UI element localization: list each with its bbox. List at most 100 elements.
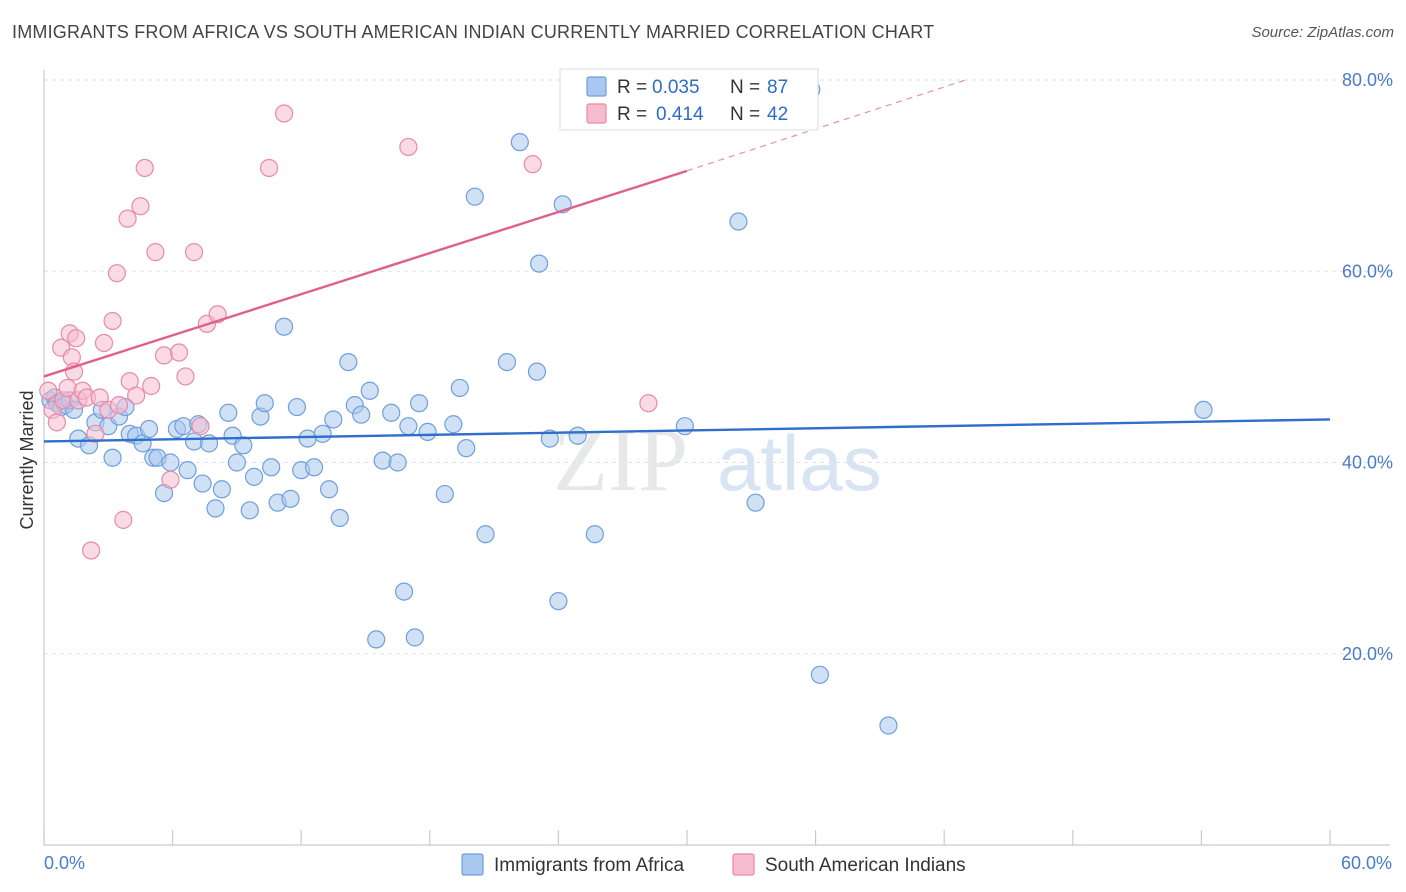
africa-point-65 xyxy=(435,484,454,504)
sai-point-2 xyxy=(47,413,66,432)
africa-point-71 xyxy=(497,352,517,372)
sai-point-30 xyxy=(161,470,180,489)
legend-r-value-2: 0.414 xyxy=(656,104,704,125)
trend-lines xyxy=(43,79,1331,443)
sai-point-21 xyxy=(114,510,133,529)
africa-point-75 xyxy=(540,429,559,448)
africa-point-62 xyxy=(405,628,424,647)
legend-n-label-2: N = xyxy=(730,104,760,125)
legend-box: R = 0.035 N = 87 R = 0.414 N = 42 xyxy=(559,68,819,131)
sai-point-39 xyxy=(399,137,418,157)
africa-point-76 xyxy=(549,592,568,611)
africa-point-49 xyxy=(319,480,339,499)
sai-point-19 xyxy=(107,264,126,283)
africa-point-66 xyxy=(444,415,463,434)
africa-point-59 xyxy=(388,453,407,472)
africa-point-73 xyxy=(527,362,547,381)
trend-line-africa xyxy=(43,418,1331,443)
legend-n-label-1: N = xyxy=(730,77,760,98)
africa-point-85 xyxy=(879,716,898,735)
x-tick-label-min: 0.0% xyxy=(44,853,85,873)
sai-point-28 xyxy=(146,243,165,262)
africa-point-36 xyxy=(240,501,259,520)
africa-point-81 xyxy=(729,212,748,231)
bottom-legend-swatch-blue xyxy=(461,853,484,876)
legend-swatch-pink xyxy=(586,103,607,124)
africa-point-64 xyxy=(418,422,437,441)
africa-point-86 xyxy=(1194,400,1213,420)
africa-point-58 xyxy=(382,403,401,422)
africa-point-56 xyxy=(367,630,386,649)
africa-point-74 xyxy=(530,254,549,273)
africa-point-72 xyxy=(510,133,529,152)
sai-point-27 xyxy=(142,376,161,396)
africa-point-80 xyxy=(675,417,694,436)
legend-r-value-1: 0.035 xyxy=(652,77,700,98)
africa-point-30 xyxy=(206,499,225,518)
africa-point-44 xyxy=(287,397,307,417)
y-tick-label-80: 80.0% xyxy=(1342,70,1393,90)
chart-title: IMMIGRANTS FROM AFRICA VS SOUTH AMERICAN… xyxy=(12,22,935,42)
africa-point-32 xyxy=(219,403,238,422)
sai-point-37 xyxy=(259,158,279,178)
grid-lines xyxy=(44,79,1390,655)
y-tick-label-60: 60.0% xyxy=(1342,261,1393,281)
sai-point-25 xyxy=(131,197,150,216)
africa-point-43 xyxy=(281,489,300,508)
legend-n-value-2: 42 xyxy=(767,104,788,125)
sai-point-18 xyxy=(103,311,122,331)
y-tick-label-20: 20.0% xyxy=(1342,644,1393,664)
watermark-zip: ZIP xyxy=(553,411,688,510)
series-immigrants-from-africa xyxy=(41,80,1213,735)
africa-point-46 xyxy=(298,429,317,448)
africa-point-12 xyxy=(103,448,122,467)
africa-point-70 xyxy=(476,525,495,544)
sai-point-34 xyxy=(191,417,210,436)
legend-r-label-1: R = xyxy=(617,77,647,98)
africa-point-51 xyxy=(330,508,349,528)
axes xyxy=(43,70,1390,846)
africa-point-26 xyxy=(184,432,204,451)
africa-point-78 xyxy=(568,426,587,445)
legend-swatch-blue xyxy=(586,76,607,97)
x-ticks xyxy=(43,830,1331,845)
africa-point-50 xyxy=(324,410,343,429)
sai-point-13 xyxy=(82,541,101,560)
africa-point-84 xyxy=(810,665,829,684)
africa-point-82 xyxy=(746,493,765,512)
africa-point-37 xyxy=(244,467,264,486)
bottom-legend: Immigrants from Africa South American In… xyxy=(461,853,966,876)
africa-point-67 xyxy=(450,378,469,398)
x-tick-label-max: 60.0% xyxy=(1341,853,1392,873)
africa-point-63 xyxy=(409,394,429,413)
sai-point-31 xyxy=(169,343,189,362)
africa-point-68 xyxy=(457,439,476,458)
africa-point-35 xyxy=(234,436,253,455)
africa-point-57 xyxy=(373,451,392,470)
sai-point-26 xyxy=(135,158,154,178)
sai-point-16 xyxy=(94,333,114,353)
sai-point-41 xyxy=(639,394,658,413)
sai-point-29 xyxy=(154,346,174,365)
sai-point-0 xyxy=(39,381,58,400)
sai-point-15 xyxy=(90,388,109,407)
africa-point-40 xyxy=(262,458,281,477)
sai-point-32 xyxy=(176,367,195,386)
y-tick-label-40: 40.0% xyxy=(1342,453,1393,473)
sai-point-14 xyxy=(86,424,105,443)
africa-point-24 xyxy=(174,417,193,436)
africa-point-25 xyxy=(178,461,197,480)
bottom-legend-label-pink: South American Indians xyxy=(765,855,966,876)
sai-point-9 xyxy=(67,329,86,348)
sai-point-33 xyxy=(184,243,204,262)
africa-point-39 xyxy=(255,394,274,413)
africa-point-60 xyxy=(394,582,414,601)
africa-point-22 xyxy=(161,453,180,472)
africa-point-34 xyxy=(227,453,246,472)
africa-point-54 xyxy=(352,405,371,424)
sai-point-40 xyxy=(523,155,542,174)
y-tick-labels: 20.0% 40.0% 60.0% 80.0% xyxy=(1342,70,1393,664)
sai-point-22 xyxy=(118,209,137,228)
africa-point-69 xyxy=(465,187,484,206)
africa-point-18 xyxy=(139,419,159,439)
